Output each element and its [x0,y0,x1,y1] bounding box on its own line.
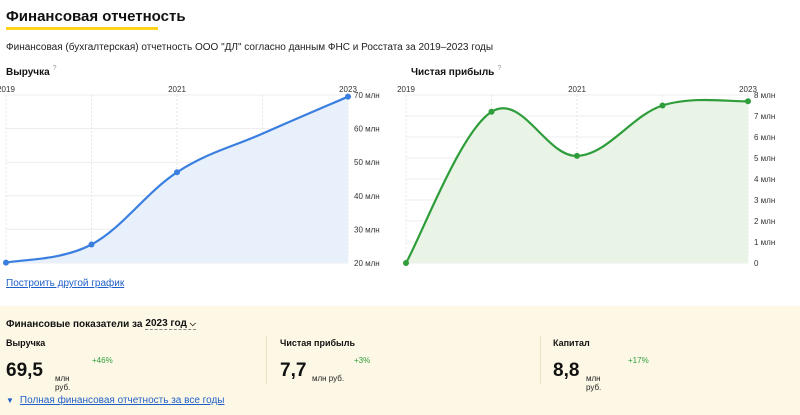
revenue-x-tick: 2021 [168,85,186,94]
year-dropdown-value: 2023 год [145,318,187,329]
net-profit-y-tick: 7 млн [754,112,775,121]
financial-indicators-panel: Финансовые показатели за 2023 год ⌵ Выру… [0,306,800,415]
revenue-help-icon[interactable]: ? [52,65,57,72]
net-profit-y-tick: 0 [754,259,759,268]
metric-label: Капитал [553,338,590,348]
net-profit-x-tick: 2023 [739,85,757,94]
metric-label: Чистая прибыль [280,338,355,348]
net-profit-point [488,108,495,115]
revenue-y-tick: 70 млн [354,91,380,100]
financial-indicators-heading-text: Финансовые показатели за [6,318,143,330]
metric-delta: +46% [92,356,113,365]
net-profit-x-tick: 2021 [568,85,586,94]
net-profit-chart-title-text: Чистая прибыль [411,67,495,78]
financial-indicators-heading: Финансовые показатели за 2023 год ⌵ [6,318,196,330]
metric-delta: +17% [628,356,649,365]
net-profit-line [405,98,749,264]
title-underline [6,27,158,30]
revenue-y-tick: 50 млн [354,158,380,167]
revenue-point [88,241,95,248]
revenue-y-tick: 20 млн [354,259,380,268]
revenue-chart: 70 млн 60 млн 50 млн 40 млн 30 млн 20 млн 2019… [0,85,380,268]
metric-net-profit: Чистая прибыль 7,7 млн руб. +3% [280,338,370,383]
full-report-link[interactable]: ▼ Полная финансовая отчетность за все го… [6,395,224,406]
metric-unit: млн руб. [55,374,71,392]
net-profit-point [574,152,580,159]
net-profit-y-tick: 5 млн [754,154,775,163]
revenue-x-tick: 2023 [339,85,357,94]
net-profit-point [659,102,666,109]
net-profit-y-tick: 6 млн [754,133,775,142]
metric-capital: Капитал 8,8 млн руб. +17% [553,338,649,392]
net-profit-chart: 8 млн 7 млн 6 млн 5 млн 4 млн 3 млн 2 млн 1 млн… [397,85,775,268]
net-profit-chart-title: Чистая прибыль? [411,65,501,78]
metric-revenue: Выручка 69,5 млн руб. +46% [6,338,113,392]
revenue-chart-title: Выручка? [6,65,57,78]
build-other-chart-link[interactable]: Построить другой график [6,278,125,289]
net-profit-y-tick: 8 млн [754,91,775,100]
chevron-down-icon: ⌵ [189,318,196,328]
revenue-chart-title-text: Выручка [6,67,50,78]
net-profit-area [406,99,748,264]
metric-label: Выручка [6,338,46,348]
revenue-y-tick: 40 млн [354,192,380,201]
metric-divider [266,336,267,384]
net-profit-y-tick: 2 млн [754,217,775,226]
revenue-x-tick: 2019 [0,85,15,94]
net-profit-y-tick: 3 млн [754,196,775,205]
net-profit-x-tick: 2019 [397,85,415,94]
page-subtitle: Финансовая (бухгалтерская) отчетность ОО… [6,42,494,53]
metric-delta: +3% [354,356,371,365]
revenue-y-tick: 60 млн [354,125,380,134]
net-profit-point [403,260,409,266]
net-profit-y-tick: 1 млн [754,238,775,247]
metric-value: 69,5 [6,360,43,381]
triangle-down-icon: ▼ [6,396,14,405]
metric-divider [540,336,541,384]
metric-value: 7,7 [280,360,307,381]
full-report-link-text: Полная финансовая отчетность за все годы [19,395,225,406]
revenue-point [345,93,351,100]
metric-value: 8,8 [553,360,580,381]
page-title: Финансовая отчетность [6,8,186,25]
metric-unit: млн руб. [586,374,602,392]
net-profit-y-tick: 4 млн [754,175,775,184]
metric-unit: млн руб. [312,374,345,383]
net-profit-help-icon[interactable]: ? [497,65,502,72]
revenue-area [6,96,348,264]
revenue-point [174,169,180,176]
year-dropdown[interactable]: 2023 год ⌵ [145,318,196,330]
revenue-y-tick: 30 млн [354,225,380,234]
revenue-point [3,259,9,266]
net-profit-point [745,98,751,105]
